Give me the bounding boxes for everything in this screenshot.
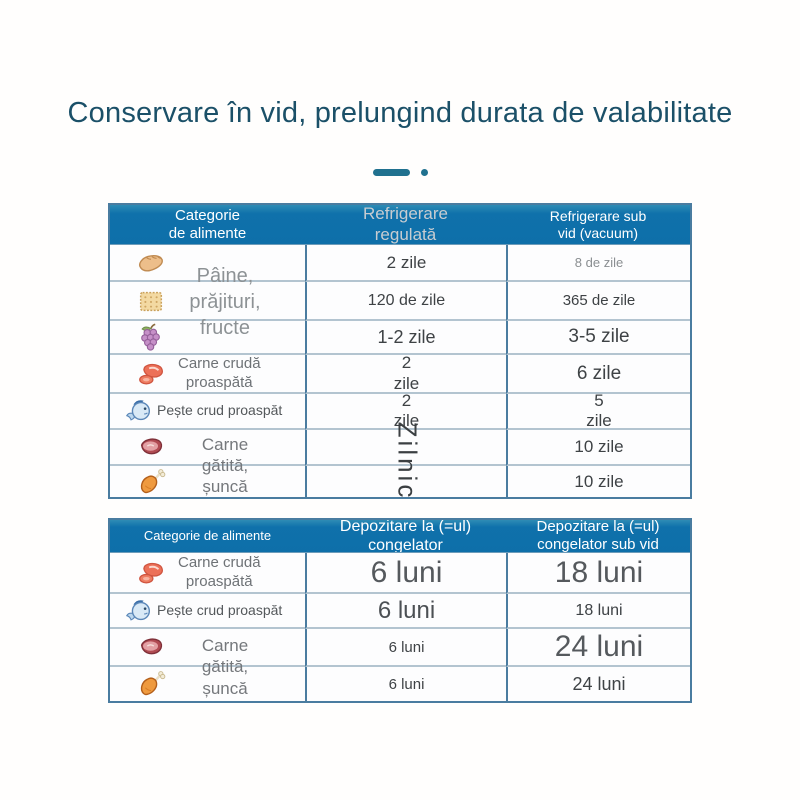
t1-row1-regular: 2 zile	[305, 245, 506, 282]
t2-row4-category-cell	[110, 667, 305, 701]
t2-row1-category-cell: Carne crudă proaspătă	[110, 553, 305, 594]
fish-icon	[126, 400, 151, 421]
cooked-meat-icon	[140, 638, 163, 655]
t2-fish-label: Pește crud proaspăt	[157, 601, 283, 618]
t2-header-freezer: Depozitare la (=ul) congelator	[305, 520, 506, 553]
zilnic-vertical-watermark: Zilnic	[392, 421, 423, 501]
t1-row7-vacuum: 10 zile	[506, 466, 690, 497]
title-divider	[0, 169, 800, 176]
t1-row6-category-cell	[110, 430, 305, 466]
refrigeration-table: Categorie de alimente Refrigerare regula…	[108, 203, 692, 501]
t1-raw-meat-label: Carne crudă proaspătă	[178, 355, 261, 391]
t1-row2-regular: 120 de zile	[305, 282, 506, 321]
page-title: Conservare în vid, prelungind durata de …	[67, 97, 733, 129]
t2-row4-vacuum: 24 luni	[506, 667, 690, 701]
divider-dash	[372, 169, 410, 176]
t1-row5-regular: 2 zile	[305, 394, 506, 430]
divider-dot	[420, 169, 428, 176]
t2-row3-freezer: 6 luni	[305, 629, 506, 667]
t1-row5-category-cell: Pește crud proaspăt	[110, 394, 305, 430]
cooked-meat-icon	[140, 438, 163, 455]
t2-row3-category-cell	[110, 629, 305, 667]
t1-row7-regular-cell	[305, 466, 506, 497]
t2-raw-meat-label: Carne crudă proaspătă	[178, 553, 261, 590]
t1-row1-category-cell	[110, 245, 305, 282]
fish-icon	[126, 599, 151, 621]
t1-row5-vacuum: 5 zile	[506, 394, 690, 430]
t2-row4-freezer: 6 luni	[305, 667, 506, 701]
t2-row3-vacuum: 24 luni	[506, 629, 690, 667]
t2-row2-vacuum: 18 luni	[506, 594, 690, 629]
t1-fish-label: Pește crud proaspăt	[157, 402, 283, 419]
drumstick-icon	[140, 468, 166, 493]
t2-row2-category-cell: Pește crud proaspăt	[110, 594, 305, 629]
t1-header-vacuum: Refrigerare sub vid (vacuum)	[506, 205, 690, 245]
t1-row6-regular-cell	[305, 430, 506, 466]
t1-row4-vacuum: 6 zile	[506, 355, 690, 394]
cracker-icon	[139, 291, 163, 311]
drumstick-icon	[140, 671, 166, 696]
t1-row1-vacuum: 8 de zile	[506, 245, 690, 282]
t1-row4-category-cell: Carne crudă proaspătă	[110, 355, 305, 394]
raw-meat-icon	[139, 562, 163, 583]
t1-row3-vacuum: 3-5 zile	[506, 321, 690, 355]
t2-header-category: Categorie de alimente	[110, 520, 305, 553]
freezer-table: Categorie de alimente Depozitare la (=ul…	[108, 518, 692, 703]
t2-row2-freezer: 6 luni	[305, 594, 506, 629]
t2-row1-freezer: 6 luni	[305, 553, 506, 594]
raw-meat-icon	[139, 363, 163, 384]
t1-row3-category-cell	[110, 321, 305, 355]
t1-row4-regular: 2 zile	[305, 355, 506, 394]
t1-row7-category-cell	[110, 466, 305, 497]
t1-header-regular: Refrigerare regulată	[305, 205, 506, 245]
t1-row2-vacuum: 365 de zile	[506, 282, 690, 321]
t1-row2-category-cell	[110, 282, 305, 321]
bread-icon	[139, 254, 163, 272]
t1-header-category: Categorie de alimente	[110, 205, 305, 245]
t1-row6-vacuum: 10 zile	[506, 430, 690, 466]
t1-row3-regular: 1-2 zile	[305, 321, 506, 355]
t2-header-freezer-vacuum: Depozitare la (=ul) congelator sub vid	[506, 520, 690, 553]
t2-row1-vacuum: 18 luni	[506, 553, 690, 594]
grapes-icon	[141, 323, 160, 351]
